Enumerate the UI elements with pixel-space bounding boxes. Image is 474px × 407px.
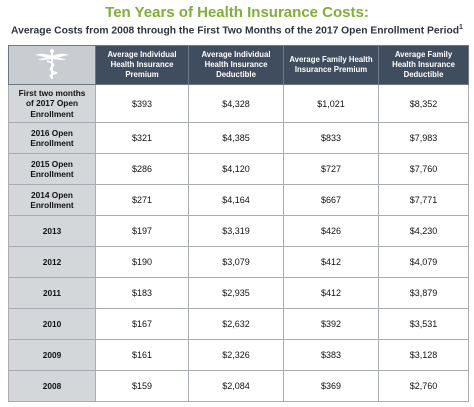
cost-cell: $2,084 xyxy=(188,370,284,402)
row-label: 2015 Open Enrollment xyxy=(8,153,96,185)
cost-cell: $3,128 xyxy=(378,339,469,371)
cost-cell: $369 xyxy=(283,370,379,402)
table-row: 2012 $190 $3,079 $412 $4,079 xyxy=(8,246,469,278)
table-row: First two months of 2017 Open Enrollment… xyxy=(8,84,469,123)
cost-cell: $7,983 xyxy=(378,122,469,154)
cost-cell: $3,879 xyxy=(378,277,469,309)
cost-cell: $271 xyxy=(95,184,189,216)
cost-cell: $2,632 xyxy=(188,308,284,340)
row-label: 2009 xyxy=(8,339,96,371)
cost-cell: $4,385 xyxy=(188,122,284,154)
cost-cell: $833 xyxy=(283,122,379,154)
cost-cell: $161 xyxy=(95,339,189,371)
cost-cell: $2,326 xyxy=(188,339,284,371)
cost-cell: $412 xyxy=(283,246,379,278)
cost-cell: $167 xyxy=(95,308,189,340)
cost-cell: $727 xyxy=(283,153,379,185)
cost-cell: $3,079 xyxy=(188,246,284,278)
cost-cell: $383 xyxy=(283,339,379,371)
row-label: 2008 xyxy=(8,370,96,402)
cost-cell: $321 xyxy=(95,122,189,154)
subtitle-text: Average Costs from 2008 through the Firs… xyxy=(11,25,460,37)
cost-cell: $286 xyxy=(95,153,189,185)
cost-cell: $426 xyxy=(283,215,379,247)
cost-cell: $8,352 xyxy=(378,84,469,123)
cost-cell: $4,079 xyxy=(378,246,469,278)
icon-cell xyxy=(8,45,96,85)
row-label: First two months of 2017 Open Enrollment xyxy=(8,84,96,123)
table-body: First two months of 2017 Open Enrollment… xyxy=(8,84,469,402)
cost-cell: $4,328 xyxy=(188,84,284,123)
row-label: 2016 Open Enrollment xyxy=(8,122,96,154)
cost-cell: $1,021 xyxy=(283,84,379,123)
cost-cell: $2,935 xyxy=(188,277,284,309)
table-row: 2013 $197 $3,319 $426 $4,230 xyxy=(8,215,469,247)
footnote-marker: 1 xyxy=(459,24,463,31)
caduceus-icon xyxy=(35,48,69,79)
cost-cell: $4,230 xyxy=(378,215,469,247)
row-label: 2012 xyxy=(8,246,96,278)
cost-cell: $4,120 xyxy=(188,153,284,185)
subtitle: Average Costs from 2008 through the Firs… xyxy=(0,24,474,36)
table-row: 2008 $159 $2,084 $369 $2,760 xyxy=(8,370,469,402)
cost-cell: $412 xyxy=(283,277,379,309)
cost-cell: $183 xyxy=(95,277,189,309)
row-label: 2010 xyxy=(8,308,96,340)
column-header: Average Individual Health Insurance Prem… xyxy=(95,45,189,85)
cost-cell: $159 xyxy=(95,370,189,402)
cost-table: Average Individual Health Insurance Prem… xyxy=(8,45,469,402)
cost-cell: $3,531 xyxy=(378,308,469,340)
table-row: 2016 Open Enrollment $321 $4,385 $833 $7,983 xyxy=(8,122,469,154)
table-row: 2011 $183 $2,935 $412 $3,879 xyxy=(8,277,469,309)
cost-cell: $667 xyxy=(283,184,379,216)
column-header: Average Family Health Insurance Premium xyxy=(283,45,379,85)
cost-cell: $7,760 xyxy=(378,153,469,185)
table-row: 2009 $161 $2,326 $383 $3,128 xyxy=(8,339,469,371)
row-label: 2013 xyxy=(8,215,96,247)
cost-cell: $190 xyxy=(95,246,189,278)
cost-cell: $393 xyxy=(95,84,189,123)
cost-cell: $197 xyxy=(95,215,189,247)
cost-cell: $4,164 xyxy=(188,184,284,216)
title: Ten Years of Health Insurance Costs: xyxy=(105,4,369,21)
column-header: Average Individual Health Insurance Dedu… xyxy=(188,45,284,85)
cost-cell: $3,319 xyxy=(188,215,284,247)
cost-cell: $7,771 xyxy=(378,184,469,216)
row-label: 2014 Open Enrollment xyxy=(8,184,96,216)
cost-cell: $2,760 xyxy=(378,370,469,402)
table-row: 2014 Open Enrollment $271 $4,164 $667 $7,771 xyxy=(8,184,469,216)
cost-cell: $392 xyxy=(283,308,379,340)
table-row: 2015 Open Enrollment $286 $4,120 $727 $7,760 xyxy=(8,153,469,185)
row-label: 2011 xyxy=(8,277,96,309)
header-row: Average Individual Health Insurance Prem… xyxy=(8,45,469,85)
column-header: Average Family Health Insurance Deductib… xyxy=(378,45,469,85)
table-row: 2010 $167 $2,632 $392 $3,531 xyxy=(8,308,469,340)
